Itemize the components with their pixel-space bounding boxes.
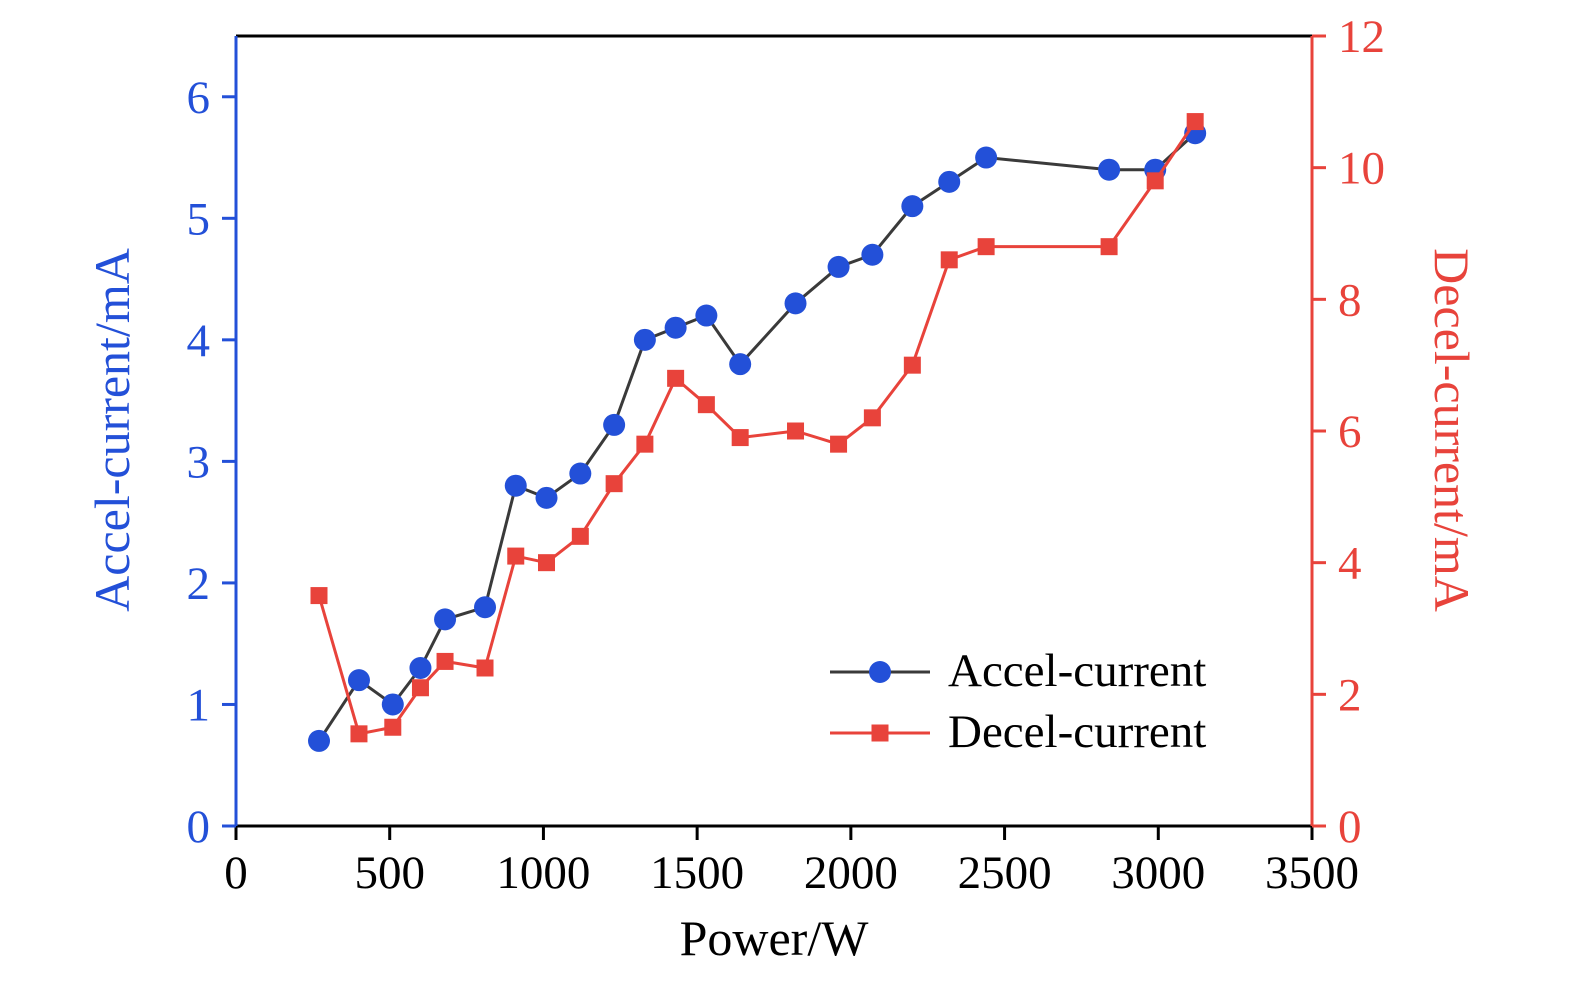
svg-text:5: 5 — [187, 193, 211, 245]
svg-text:3500: 3500 — [1265, 847, 1359, 899]
svg-text:4: 4 — [1338, 538, 1362, 590]
svg-text:4: 4 — [187, 315, 211, 367]
left-y-axis-title: Accel-current/mA — [84, 248, 140, 612]
accel-current-legend-marker — [830, 660, 930, 683]
svg-text:2500: 2500 — [958, 847, 1052, 899]
svg-text:8: 8 — [1338, 274, 1362, 326]
svg-text:1000: 1000 — [496, 847, 590, 899]
svg-text:3: 3 — [187, 436, 211, 488]
right-y-axis-title: Decel-current/mA — [1424, 248, 1480, 612]
svg-text:2: 2 — [187, 558, 211, 610]
legend-label-decel-current: Decel-current — [948, 706, 1207, 758]
svg-text:1500: 1500 — [650, 847, 744, 899]
svg-text:6: 6 — [1338, 406, 1362, 458]
legend-item-decel-current: Decel-current — [828, 709, 1206, 756]
svg-text:500: 500 — [354, 847, 425, 899]
svg-text:1: 1 — [187, 679, 211, 731]
svg-text:0: 0 — [187, 801, 211, 853]
svg-text:6: 6 — [187, 72, 211, 124]
svg-text:12: 12 — [1338, 11, 1385, 63]
legend: Accel-current Decel-current — [828, 648, 1206, 756]
svg-text:2000: 2000 — [804, 847, 898, 899]
svg-text:0: 0 — [1338, 801, 1362, 853]
legend-item-accel-current: Accel-current — [828, 648, 1206, 695]
svg-text:3000: 3000 — [1111, 847, 1205, 899]
decel-current-legend-marker — [830, 724, 930, 741]
svg-text:0: 0 — [224, 847, 248, 899]
svg-text:10: 10 — [1338, 143, 1385, 195]
legend-label-accel-current: Accel-current — [948, 645, 1207, 697]
svg-text:2: 2 — [1338, 669, 1362, 721]
x-axis-title: Power/W — [679, 910, 869, 966]
